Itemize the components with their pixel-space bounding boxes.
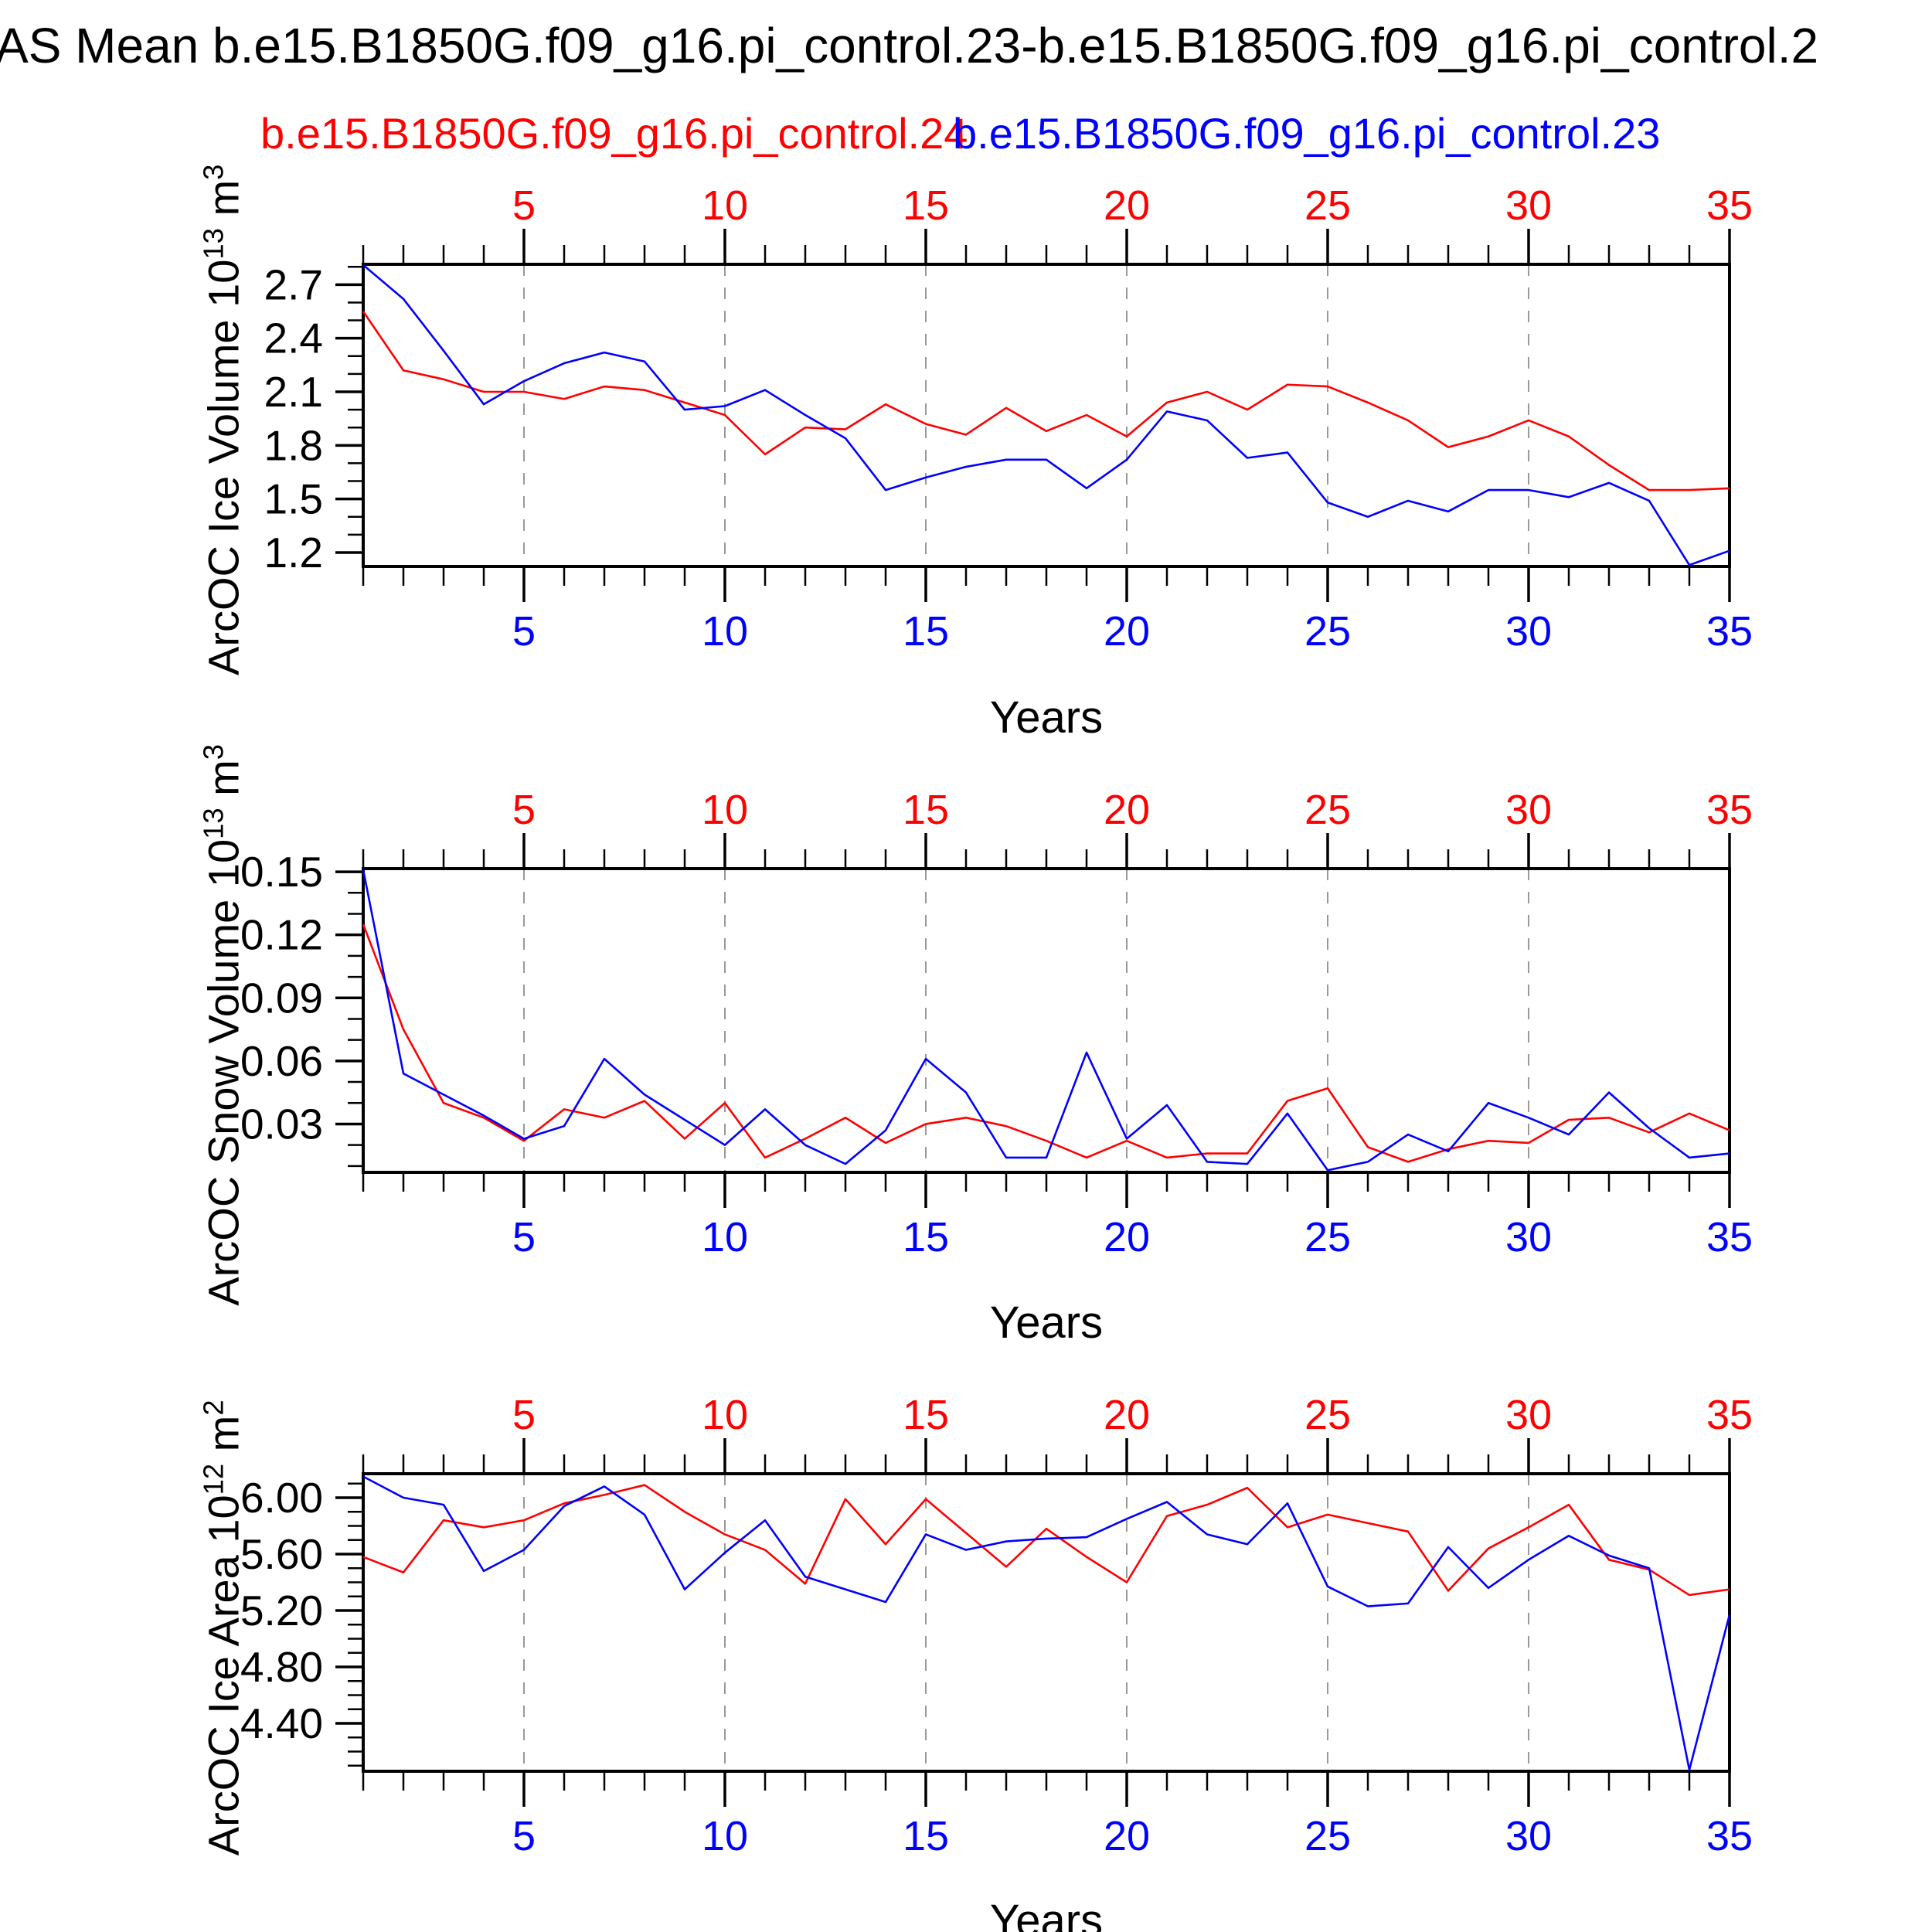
x-tick-label-bottom: 10 <box>702 608 748 655</box>
y-tick-label: 1.5 <box>264 475 323 523</box>
y-tick-label: 0.15 <box>240 848 323 896</box>
x-tick-label-bottom: 25 <box>1304 608 1351 655</box>
y-tick-label: 5.20 <box>240 1587 323 1634</box>
plot-frame <box>362 867 1731 1174</box>
y-tick-label: 5.60 <box>240 1530 323 1578</box>
x-tick-label-top: 35 <box>1706 787 1753 833</box>
x-tick-label-top: 15 <box>903 1392 949 1438</box>
ice-area-chart: 6.00 5.60 5.20 4.80 4.40 5 5 10 10 15 15 20 20 25 25 30… <box>240 1392 1753 1859</box>
series-line <box>362 264 1730 566</box>
plot-frame <box>362 263 1731 568</box>
series-line <box>362 923 1730 1163</box>
x-tick-label-top: 5 <box>512 182 536 229</box>
series-line <box>362 1475 1731 1771</box>
x-tick-label-bottom: 5 <box>512 608 536 655</box>
x-tick-label-bottom: 15 <box>903 1813 949 1859</box>
x-tick-label-top: 25 <box>1304 182 1351 229</box>
x-tick-label-bottom: 20 <box>1104 1214 1150 1260</box>
x-tick-label-bottom: 15 <box>903 608 949 655</box>
series-line <box>362 311 1730 492</box>
series-line <box>362 869 1730 1172</box>
ice-volume-chart: 2.7 2.4 2.1 1.8 1.5 1.2 5 5 10 10 15 15 20 20 25 25 30 30… <box>264 182 1753 655</box>
x-tick-label-bottom: 20 <box>1104 608 1150 655</box>
x-tick-label-bottom: 10 <box>702 1214 748 1260</box>
x-tick-label-top: 30 <box>1505 787 1552 833</box>
x-tick-label-top: 30 <box>1505 1392 1552 1438</box>
y-tick-label: 0.09 <box>240 974 323 1022</box>
x-tick-label-bottom: 30 <box>1505 1813 1552 1859</box>
x-tick-label-top: 10 <box>702 182 748 229</box>
ice-area-x-axis-label: Years <box>989 1896 1104 1932</box>
x-tick-label-bottom: 25 <box>1304 1813 1351 1859</box>
y-tick-label: 1.8 <box>264 421 323 469</box>
x-tick-label-top: 20 <box>1104 787 1150 833</box>
x-tick-label-top: 15 <box>903 787 949 833</box>
x-tick-label-bottom: 10 <box>702 1813 748 1859</box>
x-tick-label-top: 10 <box>702 1392 748 1438</box>
x-tick-label-top: 35 <box>1706 182 1753 229</box>
x-tick-label-bottom: 35 <box>1706 1813 1753 1859</box>
plot-frame <box>362 1472 1731 1773</box>
y-tick-label: 1.2 <box>264 529 323 577</box>
y-tick-label: 4.40 <box>240 1699 323 1747</box>
y-tick-label: 6.00 <box>240 1474 323 1522</box>
y-tick-label: 2.4 <box>264 315 323 362</box>
x-tick-label-bottom: 15 <box>903 1214 949 1260</box>
x-tick-label-bottom: 20 <box>1104 1813 1150 1859</box>
x-tick-label-top: 25 <box>1304 787 1351 833</box>
x-tick-label-top: 35 <box>1706 1392 1753 1438</box>
y-tick-label: 2.1 <box>264 368 323 416</box>
x-tick-label-bottom: 25 <box>1304 1214 1351 1260</box>
x-tick-label-bottom: 30 <box>1505 1214 1552 1260</box>
snow-volume-chart: 0.15 0.12 0.09 0.06 0.03 5 5 10 10 15 15 20 20 25 25 30… <box>240 787 1753 1260</box>
x-tick-label-top: 20 <box>1104 182 1150 229</box>
x-tick-label-top: 5 <box>512 1392 536 1438</box>
legend-blue-run-label: b.e15.B1850G.f09_g16.pi_control.23 <box>953 109 1661 158</box>
snow-volume-x-axis-label: Years <box>989 1298 1104 1348</box>
x-tick-label-top: 5 <box>512 787 536 833</box>
x-tick-label-bottom: 30 <box>1505 608 1552 655</box>
x-tick-label-top: 15 <box>903 182 949 229</box>
ice-volume-x-axis-label: Years <box>989 692 1104 743</box>
x-tick-label-bottom: 35 <box>1706 1214 1753 1260</box>
x-tick-label-top: 25 <box>1304 1392 1351 1438</box>
x-tick-label-bottom: 5 <box>512 1813 536 1859</box>
y-tick-label: 0.06 <box>240 1037 323 1085</box>
x-tick-label-top: 10 <box>702 787 748 833</box>
x-tick-label-top: 30 <box>1505 182 1552 229</box>
figure-title: AS Mean b.e15.B1850G.f09_g16.pi_control.… <box>0 18 1819 73</box>
legend-red-run-label: b.e15.B1850G.f09_g16.pi_control.24 <box>260 109 968 158</box>
y-tick-label: 0.12 <box>240 911 323 959</box>
y-tick-label: 4.80 <box>240 1643 323 1691</box>
x-tick-label-bottom: 5 <box>512 1214 536 1260</box>
x-tick-label-bottom: 35 <box>1706 608 1753 655</box>
x-tick-label-top: 20 <box>1104 1392 1150 1438</box>
y-tick-label: 2.7 <box>264 260 323 308</box>
series-line <box>362 1484 1730 1597</box>
y-tick-label: 0.03 <box>240 1100 323 1148</box>
ice-area-y-axis-label: ArcOC Ice Area 1012 m2 <box>197 1400 248 1856</box>
